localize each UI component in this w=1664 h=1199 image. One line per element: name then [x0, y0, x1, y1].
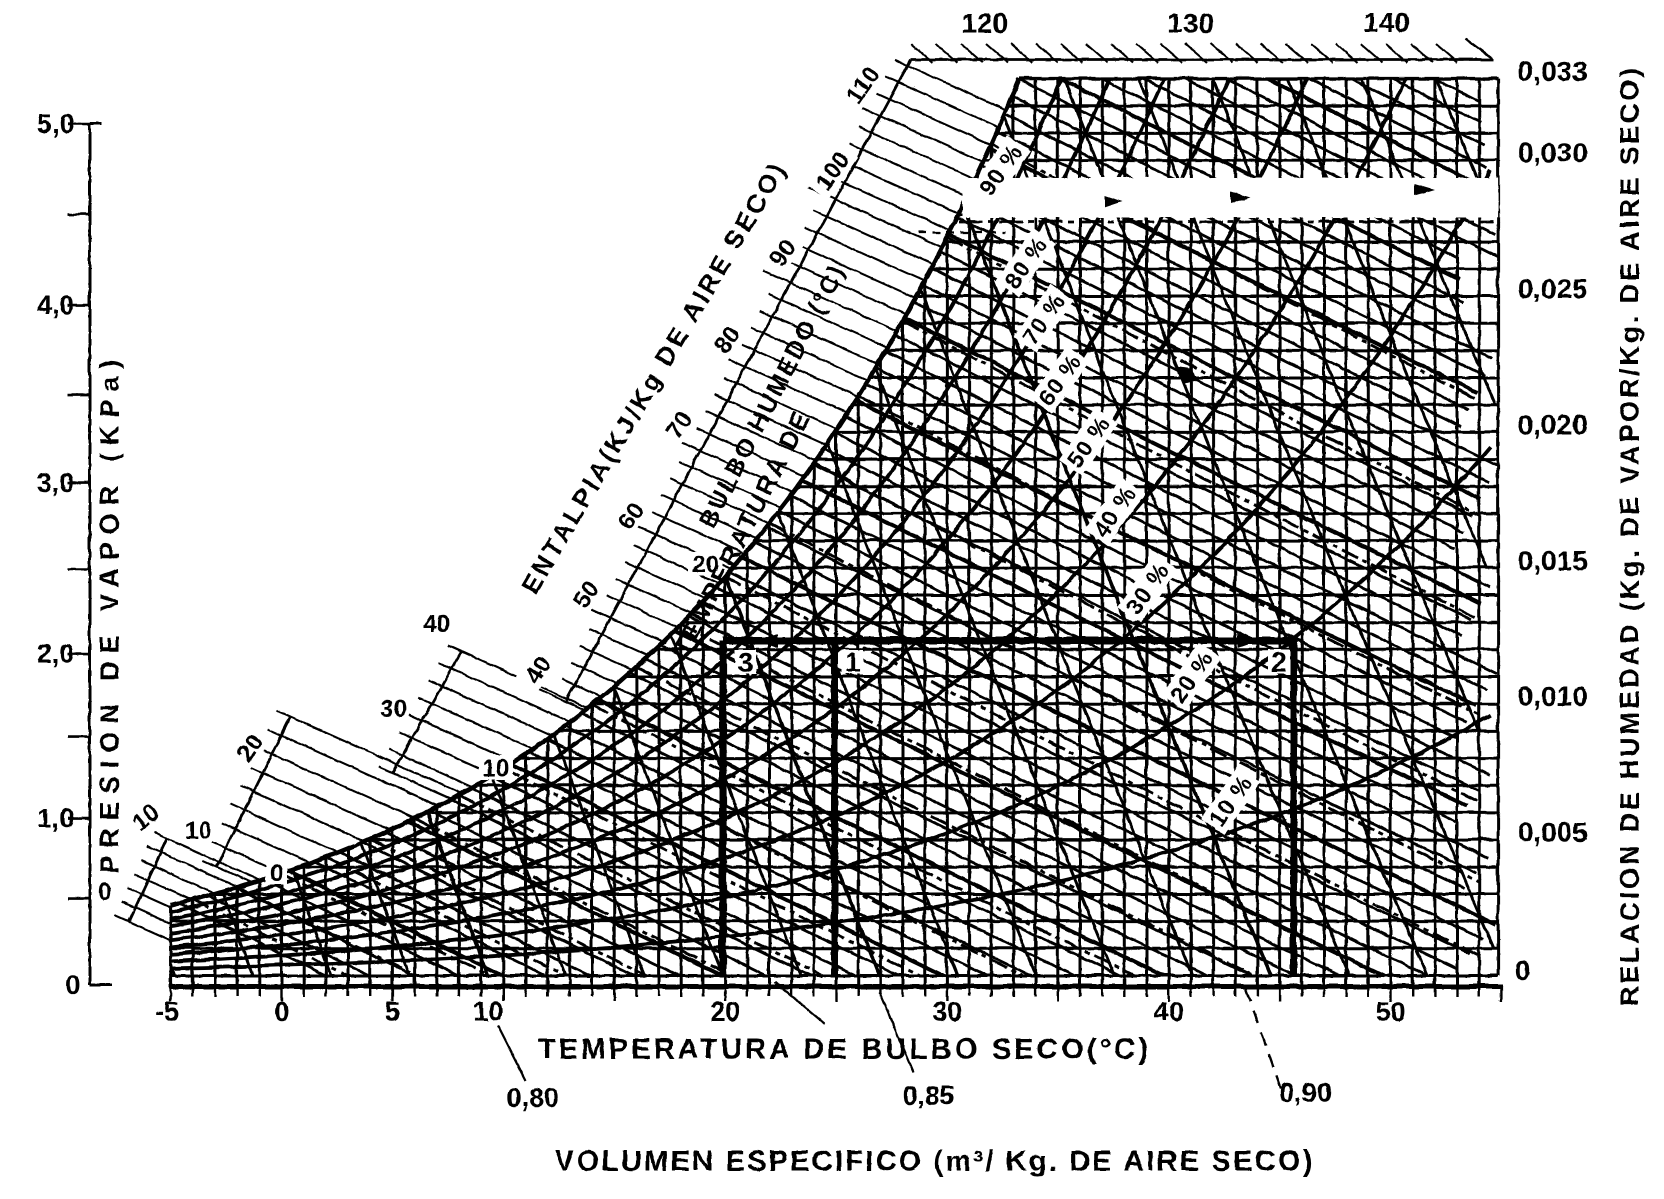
svg-text:0: 0: [97, 878, 110, 905]
svg-text:30: 30: [380, 695, 407, 722]
svg-text:0: 0: [269, 859, 282, 886]
svg-text:0: 0: [64, 969, 79, 999]
svg-text:PRESION DE VAPOR (KPa): PRESION DE VAPOR (KPa): [94, 351, 124, 873]
svg-text:130: 130: [1167, 7, 1214, 38]
svg-text:10: 10: [185, 817, 212, 844]
svg-text:20: 20: [692, 550, 719, 577]
svg-text:-5: -5: [154, 996, 178, 1026]
svg-text:50: 50: [1375, 996, 1405, 1026]
svg-text:120: 120: [961, 7, 1008, 38]
svg-text:3,0: 3,0: [36, 467, 74, 497]
svg-text:0,010: 0,010: [1517, 680, 1587, 711]
svg-text:0,005: 0,005: [1517, 816, 1587, 847]
svg-text:10: 10: [482, 754, 509, 781]
svg-text:40: 40: [423, 610, 450, 637]
svg-text:0,85: 0,85: [902, 1080, 955, 1110]
svg-text:0,90: 0,90: [1279, 1077, 1332, 1107]
svg-text:1,0: 1,0: [36, 803, 74, 833]
svg-text:2: 2: [1270, 646, 1286, 677]
svg-text:40: 40: [1153, 996, 1183, 1026]
svg-text:5,0: 5,0: [36, 108, 74, 138]
svg-text:5: 5: [384, 996, 399, 1026]
svg-text:0,025: 0,025: [1517, 273, 1587, 304]
svg-text:4,0: 4,0: [36, 290, 74, 320]
svg-text:0,033: 0,033: [1517, 55, 1587, 86]
svg-text:1: 1: [844, 646, 860, 677]
svg-text:RELACION DE HUMEDAD (Kg. DE VA: RELACION DE HUMEDAD (Kg. DE VAPOR/Kg. DE…: [1614, 65, 1644, 1006]
svg-text:0: 0: [1514, 954, 1530, 985]
svg-text:3: 3: [737, 646, 753, 677]
svg-text:10: 10: [473, 996, 503, 1026]
svg-text:20: 20: [710, 996, 740, 1026]
svg-text:0,030: 0,030: [1517, 137, 1587, 168]
svg-text:2,0: 2,0: [36, 638, 74, 668]
svg-text:0,015: 0,015: [1517, 544, 1587, 575]
svg-text:0,020: 0,020: [1517, 408, 1587, 439]
svg-text:TEMPERATURA DE BULBO SECO(°C): TEMPERATURA DE BULBO SECO(°C): [537, 1033, 1151, 1065]
svg-text:0: 0: [273, 996, 288, 1026]
svg-text:0,80: 0,80: [506, 1082, 559, 1112]
svg-text:30: 30: [931, 996, 961, 1026]
svg-text:VOLUMEN ESPECIFICO (m³/ Kg. DE: VOLUMEN ESPECIFICO (m³/ Kg. DE AIRE SECO…: [554, 1145, 1313, 1177]
svg-text:140: 140: [1363, 6, 1410, 37]
